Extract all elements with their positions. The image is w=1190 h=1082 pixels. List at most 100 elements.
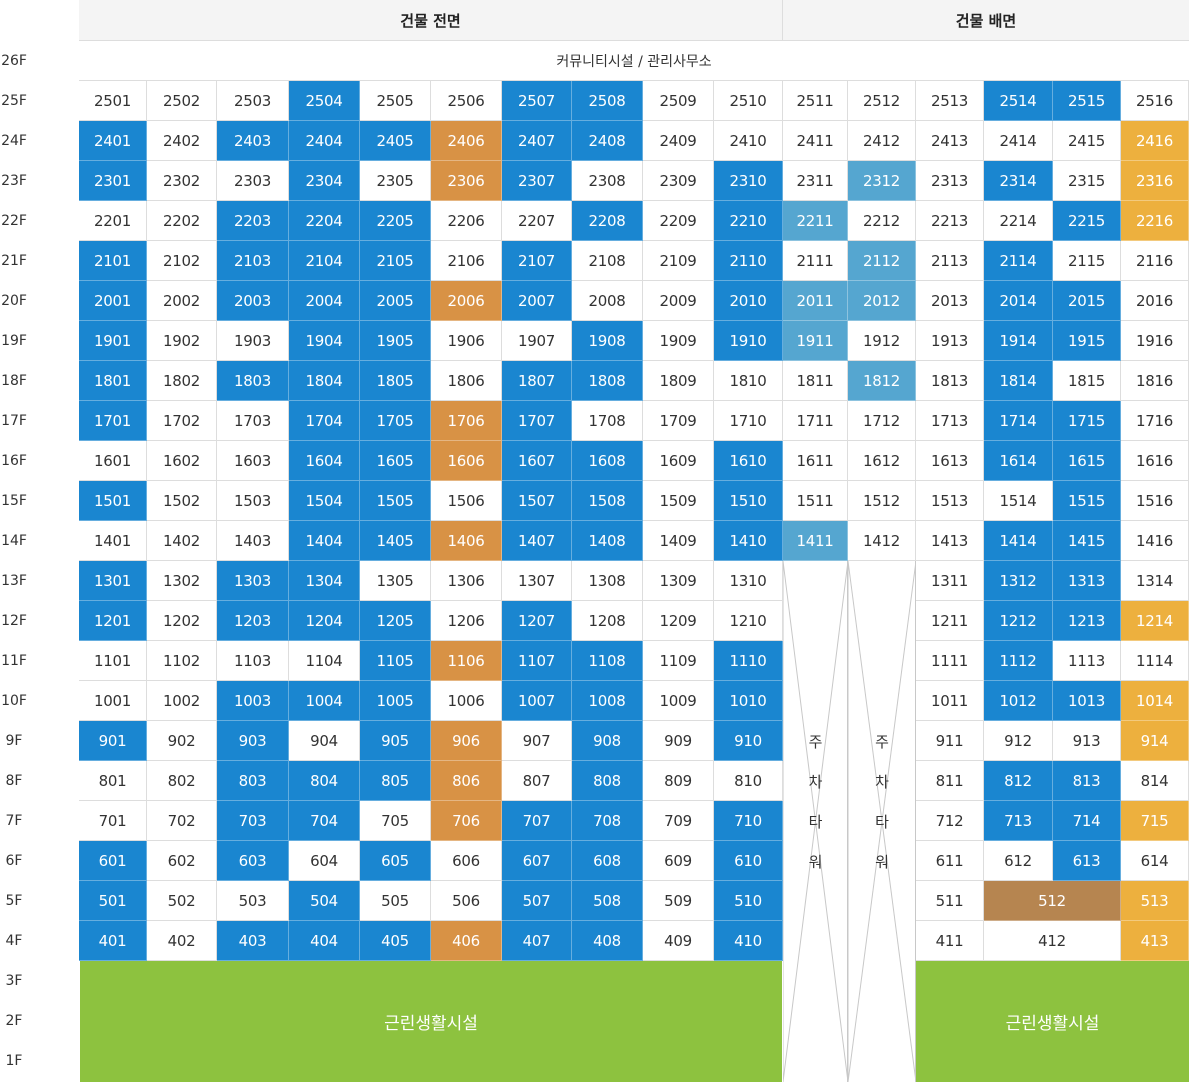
unit-cell: 1010	[714, 681, 783, 721]
unit-cell: 906	[431, 721, 502, 761]
unit-cell: 2506	[431, 81, 502, 121]
unit-cell: 1706	[431, 401, 502, 441]
unit-cell: 1609	[643, 441, 714, 481]
unit-cell: 1503	[217, 481, 289, 521]
unit-cell: 1703	[217, 401, 289, 441]
unit-cell: 801	[79, 761, 147, 801]
unit-cell: 2512	[848, 81, 916, 121]
unit-cell: 1814	[984, 361, 1053, 401]
unit-cell: 1006	[431, 681, 502, 721]
unit-cell: 1912	[848, 321, 916, 361]
unit-cell: 1502	[147, 481, 217, 521]
unit-cell: 1616	[1121, 441, 1189, 481]
unit-cell: 1711	[783, 401, 848, 441]
unit-cell: 1204	[289, 601, 360, 641]
unit-cell: 907	[502, 721, 572, 761]
unit-cell: 807	[502, 761, 572, 801]
unit-cell: 2203	[217, 201, 289, 241]
floor-label: 15F	[1, 493, 27, 509]
floor-label: 13F	[1, 573, 27, 589]
unit-cell: 2106	[431, 241, 502, 281]
unit-cell: 2212	[848, 201, 916, 241]
unit-cell: 411	[916, 921, 984, 961]
unit-cell: 2204	[289, 201, 360, 241]
unit-cell: 1311	[916, 561, 984, 601]
unit-cell: 901	[79, 721, 147, 761]
unit-cell: 1309	[643, 561, 714, 601]
unit-cell: 2214	[984, 201, 1053, 241]
unit-cell: 1905	[360, 321, 431, 361]
unit-cell: 1406	[431, 521, 502, 561]
unit-cell: 806	[431, 761, 502, 801]
unit-cell: 1507	[502, 481, 572, 521]
unit-cell: 1904	[289, 321, 360, 361]
unit-cell: 1610	[714, 441, 783, 481]
floor-label: 20F	[1, 293, 27, 309]
unit-cell: 2510	[714, 81, 783, 121]
floor-label: 18F	[1, 373, 27, 389]
unit-cell: 607	[502, 841, 572, 881]
unit-cell: 1505	[360, 481, 431, 521]
unit-cell: 2516	[1121, 81, 1189, 121]
unit-cell: 1713	[916, 401, 984, 441]
unit-cell: 1608	[572, 441, 643, 481]
unit-cell: 707	[502, 801, 572, 841]
unit-cell: 2305	[360, 161, 431, 201]
unit-cell: 1106	[431, 641, 502, 681]
unit-cell: 2414	[984, 121, 1053, 161]
unit-cell: 2515	[1053, 81, 1121, 121]
floor-label: 5F	[5, 893, 23, 909]
unit-cell: 2114	[984, 241, 1053, 281]
unit-cell: 406	[431, 921, 502, 961]
unit-cell: 1915	[1053, 321, 1121, 361]
unit-cell: 2408	[572, 121, 643, 161]
floor-label: 19F	[1, 333, 27, 349]
floor-label: 26F	[1, 53, 27, 69]
unit-cell: 1708	[572, 401, 643, 441]
unit-cell: 803	[217, 761, 289, 801]
unit-cell: 1812	[848, 361, 916, 401]
unit-cell: 1413	[916, 521, 984, 561]
unit-cell: 913	[1053, 721, 1121, 761]
unit-cell: 603	[217, 841, 289, 881]
unit-cell: 2116	[1121, 241, 1189, 281]
unit-cell: 2513	[916, 81, 984, 121]
unit-cell: 1408	[572, 521, 643, 561]
parking-tower-char: 워	[875, 852, 889, 871]
unit-cell: 1008	[572, 681, 643, 721]
unit-cell: 1108	[572, 641, 643, 681]
unit-cell: 1011	[916, 681, 984, 721]
unit-cell: 1304	[289, 561, 360, 601]
unit-cell: 705	[360, 801, 431, 841]
unit-cell: 1302	[147, 561, 217, 601]
unit-cell: 413	[1121, 921, 1189, 961]
unit-cell: 814	[1121, 761, 1189, 801]
unit-cell: 1811	[783, 361, 848, 401]
unit-cell: 903	[217, 721, 289, 761]
unit-cell: 2412	[848, 121, 916, 161]
tower-line	[783, 561, 848, 1082]
unit-cell: 2209	[643, 201, 714, 241]
unit-cell: 2009	[643, 281, 714, 321]
unit-cell: 2406	[431, 121, 502, 161]
unit-cell: 612	[984, 841, 1053, 881]
unit-cell: 714	[1053, 801, 1121, 841]
unit-cell: 2215	[1053, 201, 1121, 241]
unit-cell: 701	[79, 801, 147, 841]
unit-cell: 510	[714, 881, 783, 921]
unit-cell: 1810	[714, 361, 783, 401]
unit-cell: 1603	[217, 441, 289, 481]
unit-cell: 2313	[916, 161, 984, 201]
unit-cell: 1710	[714, 401, 783, 441]
unit-cell: 909	[643, 721, 714, 761]
parking-tower-char: 차	[875, 772, 889, 791]
unit-cell: 1201	[79, 601, 147, 641]
unit-cell: 2104	[289, 241, 360, 281]
unit-cell: 2015	[1053, 281, 1121, 321]
unit-cell: 911	[916, 721, 984, 761]
unit-cell: 2013	[916, 281, 984, 321]
unit-cell: 1611	[783, 441, 848, 481]
unit-cell: 502	[147, 881, 217, 921]
unit-cell: 1509	[643, 481, 714, 521]
